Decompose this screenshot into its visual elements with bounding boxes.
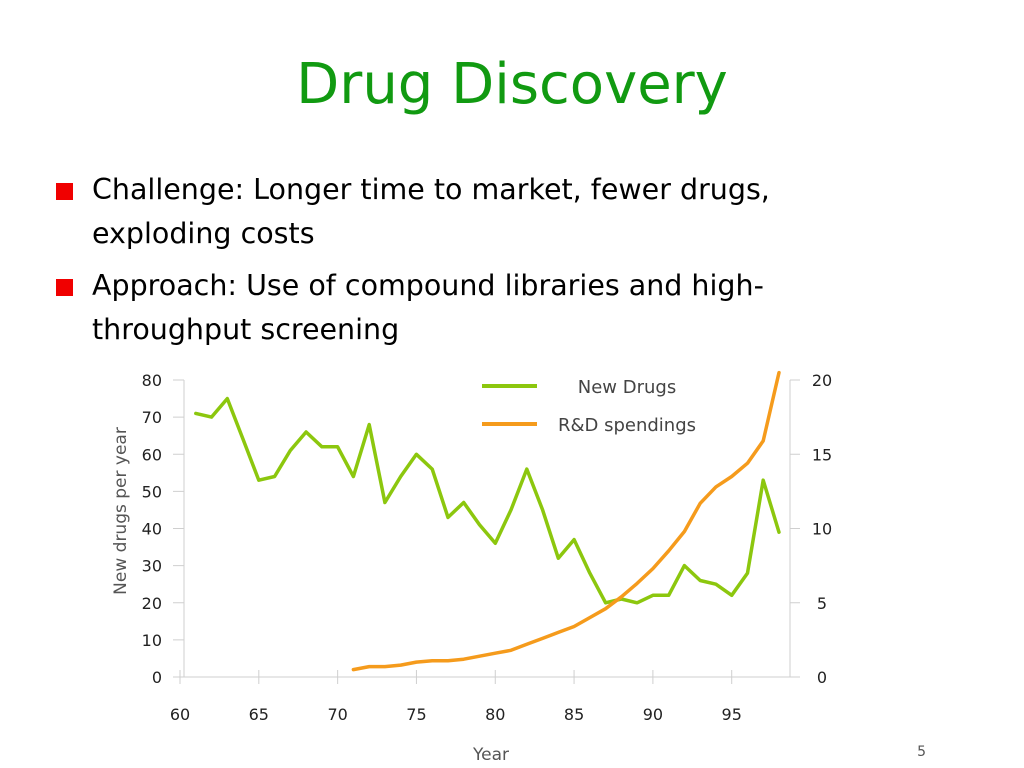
x-axis-title: Year [472, 745, 509, 765]
y-axis-title: New drugs per year [111, 427, 131, 595]
x-tick-label: 95 [722, 705, 742, 724]
right-y-axis: 0 5 10 15 20 [789, 371, 832, 687]
drug-discovery-chart: 0 10 20 30 40 50 60 70 80 0 5 10 15 20 60 65 70 75 80 85 9… [111, 370, 832, 765]
x-tick-label: 70 [327, 705, 347, 724]
page-number: 5 [917, 744, 926, 760]
right-tick-label: 0 [817, 668, 827, 687]
x-axis: 60 65 70 75 80 85 90 95 [170, 670, 790, 724]
bullet-text: Approach: Use of compound libraries and … [92, 269, 764, 346]
left-tick-label: 30 [142, 557, 162, 576]
x-tick-label: 75 [406, 705, 426, 724]
bullet-approach: Approach: Use of compound libraries and … [54, 264, 954, 352]
slide-title: Drug Discovery [296, 52, 728, 117]
left-tick-label: 0 [152, 668, 162, 687]
left-tick-label: 20 [142, 594, 162, 613]
series-layer [194, 370, 781, 672]
x-tick-label: 80 [485, 705, 505, 724]
right-tick-label: 15 [812, 445, 832, 464]
x-tick-label: 65 [249, 705, 269, 724]
legend-label: New Drugs [578, 377, 676, 398]
series-line-rd-spendings [351, 370, 781, 672]
bullet-challenge: Challenge: Longer time to market, fewer … [54, 168, 954, 256]
x-tick-label: 60 [170, 705, 190, 724]
chart-legend: New Drugs R&D spendings [482, 377, 696, 436]
bullet-text: Challenge: Longer time to market, fewer … [92, 173, 770, 250]
left-tick-label: 10 [142, 631, 162, 650]
legend-label: R&D spendings [558, 415, 696, 436]
right-tick-label: 10 [812, 520, 832, 539]
right-tick-label: 20 [812, 371, 832, 390]
left-y-axis: 0 10 20 30 40 50 60 70 80 [142, 371, 185, 687]
bullet-list: Challenge: Longer time to market, fewer … [54, 168, 954, 360]
left-tick-label: 50 [142, 482, 162, 501]
x-tick-label: 90 [643, 705, 663, 724]
left-tick-label: 40 [142, 520, 162, 539]
series-line-new-drugs [194, 396, 781, 605]
left-tick-label: 80 [142, 371, 162, 390]
left-tick-label: 60 [142, 445, 162, 464]
square-bullet-icon [56, 279, 73, 296]
left-tick-label: 70 [142, 408, 162, 427]
right-tick-label: 5 [817, 594, 827, 613]
square-bullet-icon [56, 183, 73, 200]
x-tick-label: 85 [564, 705, 584, 724]
